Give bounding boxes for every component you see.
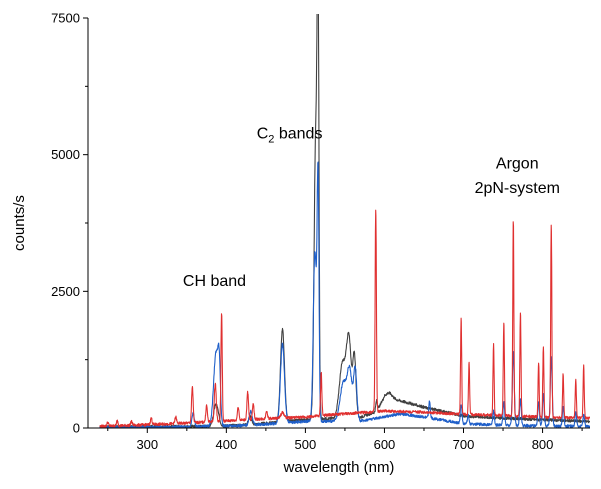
annotation-0: CH band	[183, 273, 246, 290]
x-axis-title: wavelength (nm)	[283, 459, 395, 476]
x-tick-label-800: 800	[532, 437, 554, 452]
y-tick-label-0: 0	[73, 421, 80, 436]
annotation-1-rest: bands	[274, 125, 322, 142]
x-tick-label-400: 400	[215, 437, 237, 452]
y-axis-title: counts/s	[11, 195, 28, 251]
annotation-1-sub: 2	[268, 133, 274, 145]
x-tick-label-300: 300	[136, 437, 158, 452]
x-tick-label-600: 600	[374, 437, 396, 452]
annotation-3-text: 2pN-system	[475, 180, 560, 197]
x-tick-label-500: 500	[295, 437, 317, 452]
y-tick-label-7500: 7500	[51, 11, 80, 26]
y-tick-label-5000: 5000	[51, 147, 80, 162]
annotation-1-text: C	[257, 125, 269, 142]
annotation-3: 2pN-system	[475, 180, 560, 197]
annotation-2: Argon	[496, 155, 539, 172]
series-line-0	[99, 14, 590, 428]
series-layer	[99, 14, 590, 428]
series-line-2	[99, 209, 590, 428]
annotation-layer: CH band C2 bands Argon 2pN-system	[183, 125, 560, 290]
x-tick-label-700: 700	[453, 437, 475, 452]
series-line-1	[99, 161, 590, 428]
annotation-2-text: Argon	[496, 155, 539, 172]
tick-layer: 300 400 500 600 700 800 0 2500 5000 7500	[51, 11, 583, 452]
annotation-1: C2 bands	[257, 125, 323, 145]
annotation-0-text: CH band	[183, 273, 246, 290]
y-tick-label-2500: 2500	[51, 284, 80, 299]
